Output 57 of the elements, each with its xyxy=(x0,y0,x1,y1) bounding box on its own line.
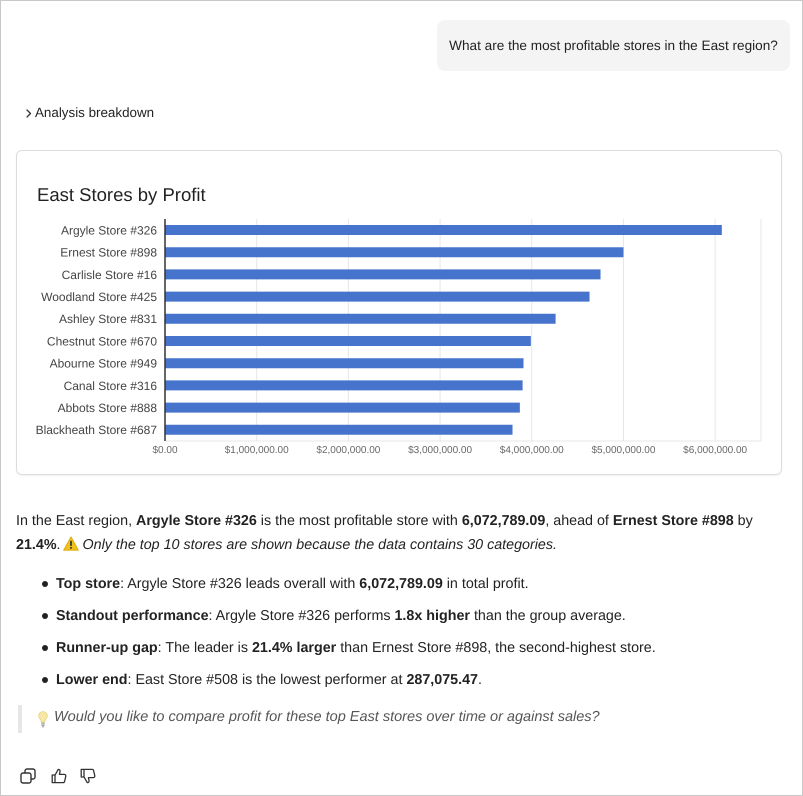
x-tick-label: $0.00 xyxy=(152,445,178,456)
y-tick-label: Woodland Store #425 xyxy=(41,290,158,304)
text: 287,075.47 xyxy=(406,672,478,688)
y-tick-label: Abourne Store #949 xyxy=(50,356,158,371)
text: is the most profitable store with xyxy=(260,513,459,529)
text: Argyle Store #326 xyxy=(136,513,257,529)
bar xyxy=(165,224,722,235)
text: 1.8x higher xyxy=(394,608,470,624)
y-tick-label: Ashley Store #831 xyxy=(58,312,158,326)
text: Standout performance xyxy=(56,608,209,624)
text: Lower end xyxy=(56,672,128,688)
text: than Ernest Store #898, the second-highest store. xyxy=(339,640,656,656)
text: 6,072,789.09 xyxy=(462,513,546,529)
text: Analysis breakdown xyxy=(35,105,154,120)
y-tick-label: Ernest Store #898 xyxy=(60,246,158,260)
bar xyxy=(165,380,523,390)
text: : Argyle Store #326 leads overall with xyxy=(120,576,356,592)
text: What are the most profitable stores in the East region? xyxy=(449,38,778,53)
bar xyxy=(165,402,520,413)
text: : Argyle Store #326 performs xyxy=(208,608,392,624)
text: . xyxy=(478,672,482,688)
bar xyxy=(165,424,513,435)
text: Runner-up gap xyxy=(56,640,158,656)
text: 21.4% larger xyxy=(252,640,336,656)
text: in total profit. xyxy=(446,576,529,592)
y-tick-label: Blackheath Store #687 xyxy=(36,423,158,438)
x-tick-label: $5,000,000.00 xyxy=(591,445,656,456)
text: . xyxy=(56,537,61,553)
text: 21.4% xyxy=(16,537,57,553)
bar xyxy=(165,358,524,368)
x-tick-label: $3,000,000.00 xyxy=(408,445,472,456)
text: 6,072,789.09 xyxy=(359,576,443,592)
chart-title: East Stores by Profit xyxy=(37,184,206,206)
y-tick-label: Canal Store #316 xyxy=(64,378,158,393)
bar xyxy=(165,269,601,280)
y-tick-label: Argyle Store #326 xyxy=(60,223,158,238)
y-tick-label: Carlisle Store #16 xyxy=(62,268,158,282)
bar xyxy=(165,247,624,258)
text: Ernest Store #898 xyxy=(612,513,734,529)
x-tick-label: $6,000,000.00 xyxy=(683,445,748,456)
text: Would you like to compare profit for these top East stores over time or against sales? xyxy=(54,709,600,725)
text: : The leader is xyxy=(158,640,249,656)
text: Only the top 10 stores are shown because the data contains 30 categories. xyxy=(82,537,558,553)
x-tick-label: $1,000,000.00 xyxy=(224,445,290,456)
text: In the East region, xyxy=(16,513,134,529)
text: by xyxy=(736,513,753,529)
bar xyxy=(165,336,531,346)
y-tick-label: Abbots Store #888 xyxy=(58,400,158,415)
text: than the group average. xyxy=(472,608,626,624)
x-tick-label: $2,000,000.00 xyxy=(316,445,381,456)
x-tick-label: $4,000,000.00 xyxy=(500,445,564,456)
bar xyxy=(165,314,556,324)
text: : East Store #508 is the lowest performer at xyxy=(128,672,404,688)
bar xyxy=(165,292,590,302)
text: Top store xyxy=(56,576,120,592)
y-tick-label: Chestnut Store #670 xyxy=(46,334,158,348)
text: , ahead of xyxy=(545,513,610,529)
